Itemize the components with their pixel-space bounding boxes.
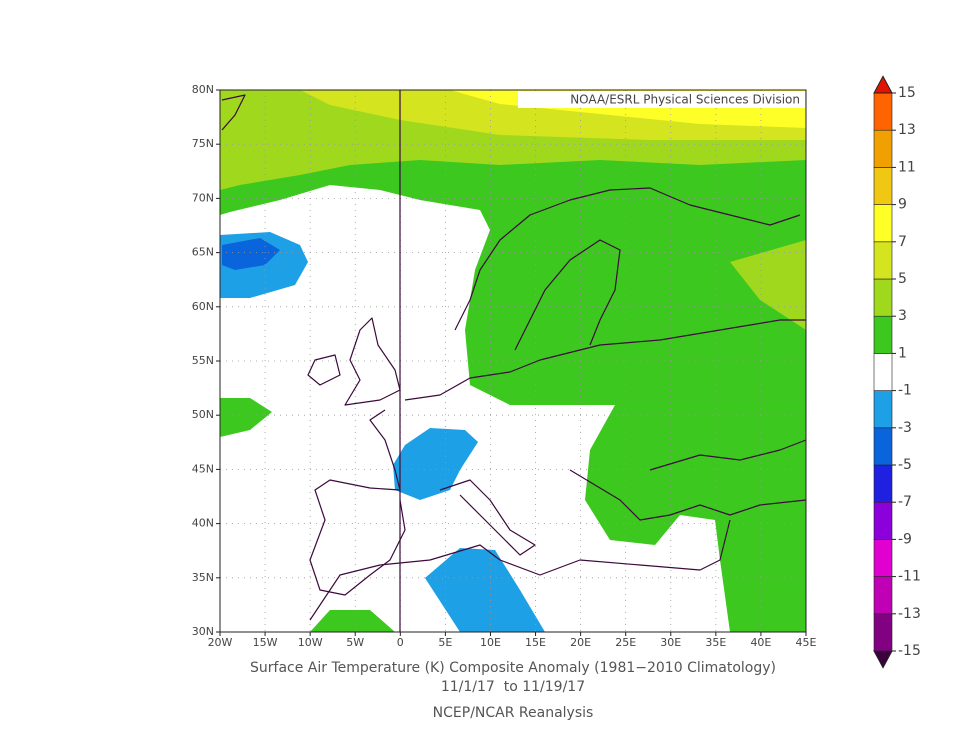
x-tick-label: 20E (570, 636, 591, 649)
colorbar-cap (873, 75, 893, 94)
colorbar-label: 9 (898, 197, 907, 213)
colorbar-label: 15 (898, 85, 916, 101)
coastline (307, 354, 341, 386)
colorbar-bin (873, 539, 893, 577)
y-tick-label: 45N (192, 462, 214, 475)
x-tick-label: 45E (796, 636, 817, 649)
title: Surface Air Temperature (K) Composite An… (250, 660, 776, 676)
colorbar-bin (873, 241, 893, 280)
coastline (309, 519, 731, 621)
coastline (514, 239, 621, 351)
colorbar-bin (873, 576, 893, 615)
warm-field (220, 90, 806, 632)
cold-field (222, 238, 280, 270)
colorbar-label: -13 (898, 606, 921, 622)
colorbar-label: -9 (898, 531, 912, 547)
colorbar-label: -5 (898, 457, 912, 473)
colorbar-label: -7 (898, 494, 912, 510)
colorbar-bin (873, 315, 893, 354)
colorbar-bin (873, 92, 893, 131)
x-tick-label: 10W (298, 636, 323, 649)
y-tick-label: 55N (192, 354, 214, 367)
x-tick-label: 30E (660, 636, 681, 649)
credit-box (518, 91, 805, 108)
coastline (309, 409, 406, 596)
warm-field (730, 240, 806, 330)
colorbar-label: -15 (898, 643, 921, 659)
coastlines (221, 94, 807, 621)
coastline (439, 479, 536, 556)
colorbar-bin (873, 204, 893, 243)
y-tick-label: 40N (192, 517, 214, 530)
colorbar-bin (873, 501, 893, 540)
coastline (649, 439, 807, 471)
x-tick-label: 5E (438, 636, 452, 649)
y-tick-label: 35N (192, 571, 214, 584)
x-tick-label: 15E (525, 636, 546, 649)
colorbar-label: 11 (898, 159, 916, 175)
colorbar-bin (873, 278, 893, 317)
x-tick-label: 20W (208, 636, 233, 649)
colorbar-bin (873, 613, 893, 652)
colorbar-bin (873, 353, 893, 391)
y-tick-label: 65N (192, 246, 214, 259)
date-range: 11/1/17 to 11/19/17 (441, 679, 585, 695)
colorbar-label: -3 (898, 420, 912, 436)
colorbar-bin (873, 390, 893, 429)
colorbar-label: -11 (898, 569, 921, 585)
anomaly-fields (220, 90, 806, 632)
colorbar-label: 13 (898, 122, 916, 138)
colorbar-label: 3 (898, 308, 907, 324)
warm-field (310, 610, 395, 632)
y-tick-label: 70N (192, 191, 214, 204)
colorbar-label: -1 (898, 383, 912, 399)
y-tick-label: 80N (192, 83, 214, 96)
y-tick-label: 75N (192, 137, 214, 150)
y-tick-label: 60N (192, 300, 214, 313)
x-tick-label: 10E (480, 636, 501, 649)
x-tick-label: 5W (346, 636, 364, 649)
y-tick-label: 30N (192, 625, 214, 638)
coastline (454, 187, 801, 331)
cold-field (393, 428, 478, 500)
y-tick-label: 50N (192, 408, 214, 421)
colorbar-bin (873, 167, 893, 205)
coastline (221, 94, 246, 131)
x-tick-label: 35E (705, 636, 726, 649)
colorbar-cap (873, 650, 893, 669)
colorbar-label: 5 (898, 271, 907, 287)
coastline (404, 319, 806, 401)
warm-field (220, 398, 272, 437)
colorbar-label: 7 (898, 234, 907, 250)
coastline (344, 317, 401, 406)
source: NCEP/NCAR Reanalysis (433, 705, 594, 721)
colorbar-bin (873, 129, 893, 168)
x-tick-label: 0 (397, 636, 404, 649)
x-tick-label: 40E (750, 636, 771, 649)
colorbar-bin (873, 464, 893, 503)
x-tick-label: 15W (253, 636, 278, 649)
cold-field (425, 548, 545, 632)
coastline (569, 469, 807, 521)
colorbar-label: 1 (898, 345, 907, 361)
credit: NOAA/ESRL Physical Sciences Division (570, 93, 800, 107)
x-tick-label: 25E (615, 636, 636, 649)
colorbar-bin (873, 427, 893, 466)
